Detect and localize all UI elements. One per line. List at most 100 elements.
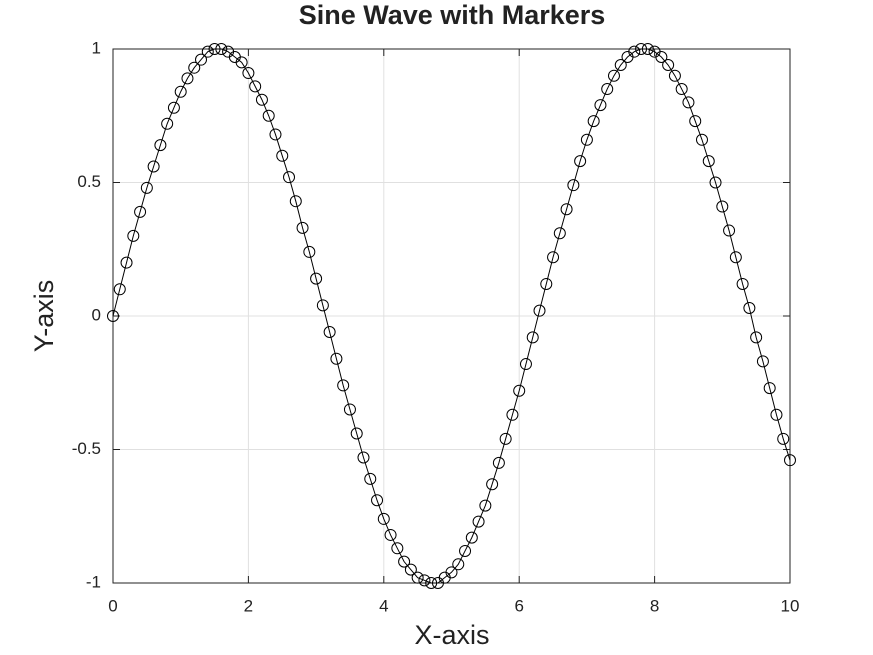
marker <box>127 229 140 242</box>
marker <box>269 128 282 141</box>
marker <box>452 558 465 571</box>
marker <box>113 283 126 296</box>
marker <box>343 403 356 416</box>
marker <box>784 454 796 467</box>
marker <box>445 566 458 579</box>
marker <box>492 456 505 469</box>
marker <box>174 85 187 98</box>
marker <box>662 59 675 72</box>
marker <box>161 117 174 130</box>
marker <box>249 80 262 93</box>
marker <box>709 176 722 189</box>
marker <box>668 69 681 82</box>
marker <box>140 181 153 194</box>
marker <box>526 331 539 344</box>
marker <box>499 432 512 445</box>
marker <box>607 69 620 82</box>
marker <box>134 205 147 218</box>
marker <box>357 451 370 464</box>
marker <box>310 272 323 285</box>
marker <box>167 101 180 114</box>
marker <box>763 382 776 395</box>
marker <box>553 227 566 240</box>
marker <box>641 43 654 55</box>
marker <box>323 326 336 339</box>
marker <box>574 155 587 168</box>
y-tick-label: -1 <box>86 572 101 591</box>
marker <box>513 384 526 397</box>
marker <box>425 577 438 589</box>
marker <box>255 93 268 106</box>
marker <box>756 355 769 368</box>
marker <box>716 200 729 213</box>
marker <box>655 51 668 64</box>
marker <box>398 555 411 568</box>
marker <box>262 109 275 122</box>
marker <box>377 512 390 525</box>
x-axis-label: X-axis <box>414 620 489 650</box>
marker <box>770 408 783 421</box>
marker <box>404 563 417 576</box>
marker <box>695 133 708 146</box>
marker <box>411 571 424 584</box>
marker <box>540 277 553 290</box>
marker <box>181 72 194 85</box>
x-tick-label: 6 <box>514 596 523 615</box>
marker <box>567 179 580 192</box>
marker <box>120 256 133 269</box>
marker <box>689 115 702 128</box>
x-tick-label: 2 <box>244 596 253 615</box>
marker <box>729 251 742 264</box>
marker <box>547 251 560 264</box>
y-tick-label: -0.5 <box>72 439 101 458</box>
x-tick-label: 8 <box>650 596 659 615</box>
marker <box>147 160 160 173</box>
marker <box>391 542 404 555</box>
marker <box>330 352 343 365</box>
marker <box>283 171 296 184</box>
marker <box>337 379 350 392</box>
x-tick-label: 10 <box>781 596 800 615</box>
marker <box>723 224 736 237</box>
marker <box>350 427 363 440</box>
marker <box>702 155 715 168</box>
marker <box>587 115 600 128</box>
marker <box>506 408 519 421</box>
marker <box>777 432 790 445</box>
marker <box>682 96 695 109</box>
marker <box>635 43 648 55</box>
marker <box>750 331 763 344</box>
marker <box>519 358 532 371</box>
marker <box>743 301 756 314</box>
marker <box>675 83 688 96</box>
marker <box>384 528 397 541</box>
x-tick-label: 0 <box>108 596 117 615</box>
y-axis-label: Y-axis <box>29 280 59 353</box>
y-tick-label: 0.5 <box>77 172 101 191</box>
marker <box>154 139 167 152</box>
marker <box>594 99 607 112</box>
marker <box>364 472 377 485</box>
marker <box>208 43 221 55</box>
marker <box>188 61 201 74</box>
marker <box>533 304 546 317</box>
marker <box>371 494 384 507</box>
marker <box>459 544 472 557</box>
y-tick-label: 1 <box>92 38 101 57</box>
marker <box>316 299 329 312</box>
marker <box>289 195 302 208</box>
marker <box>107 310 119 322</box>
marker <box>418 574 431 587</box>
series-line <box>112 48 791 584</box>
marker <box>486 478 499 491</box>
marker <box>235 56 248 69</box>
marker <box>472 515 485 528</box>
marker <box>242 67 255 80</box>
marker <box>296 221 309 234</box>
marker <box>195 53 208 66</box>
y-tick-label: 0 <box>92 305 101 324</box>
marker <box>614 59 627 72</box>
marker <box>628 45 641 58</box>
